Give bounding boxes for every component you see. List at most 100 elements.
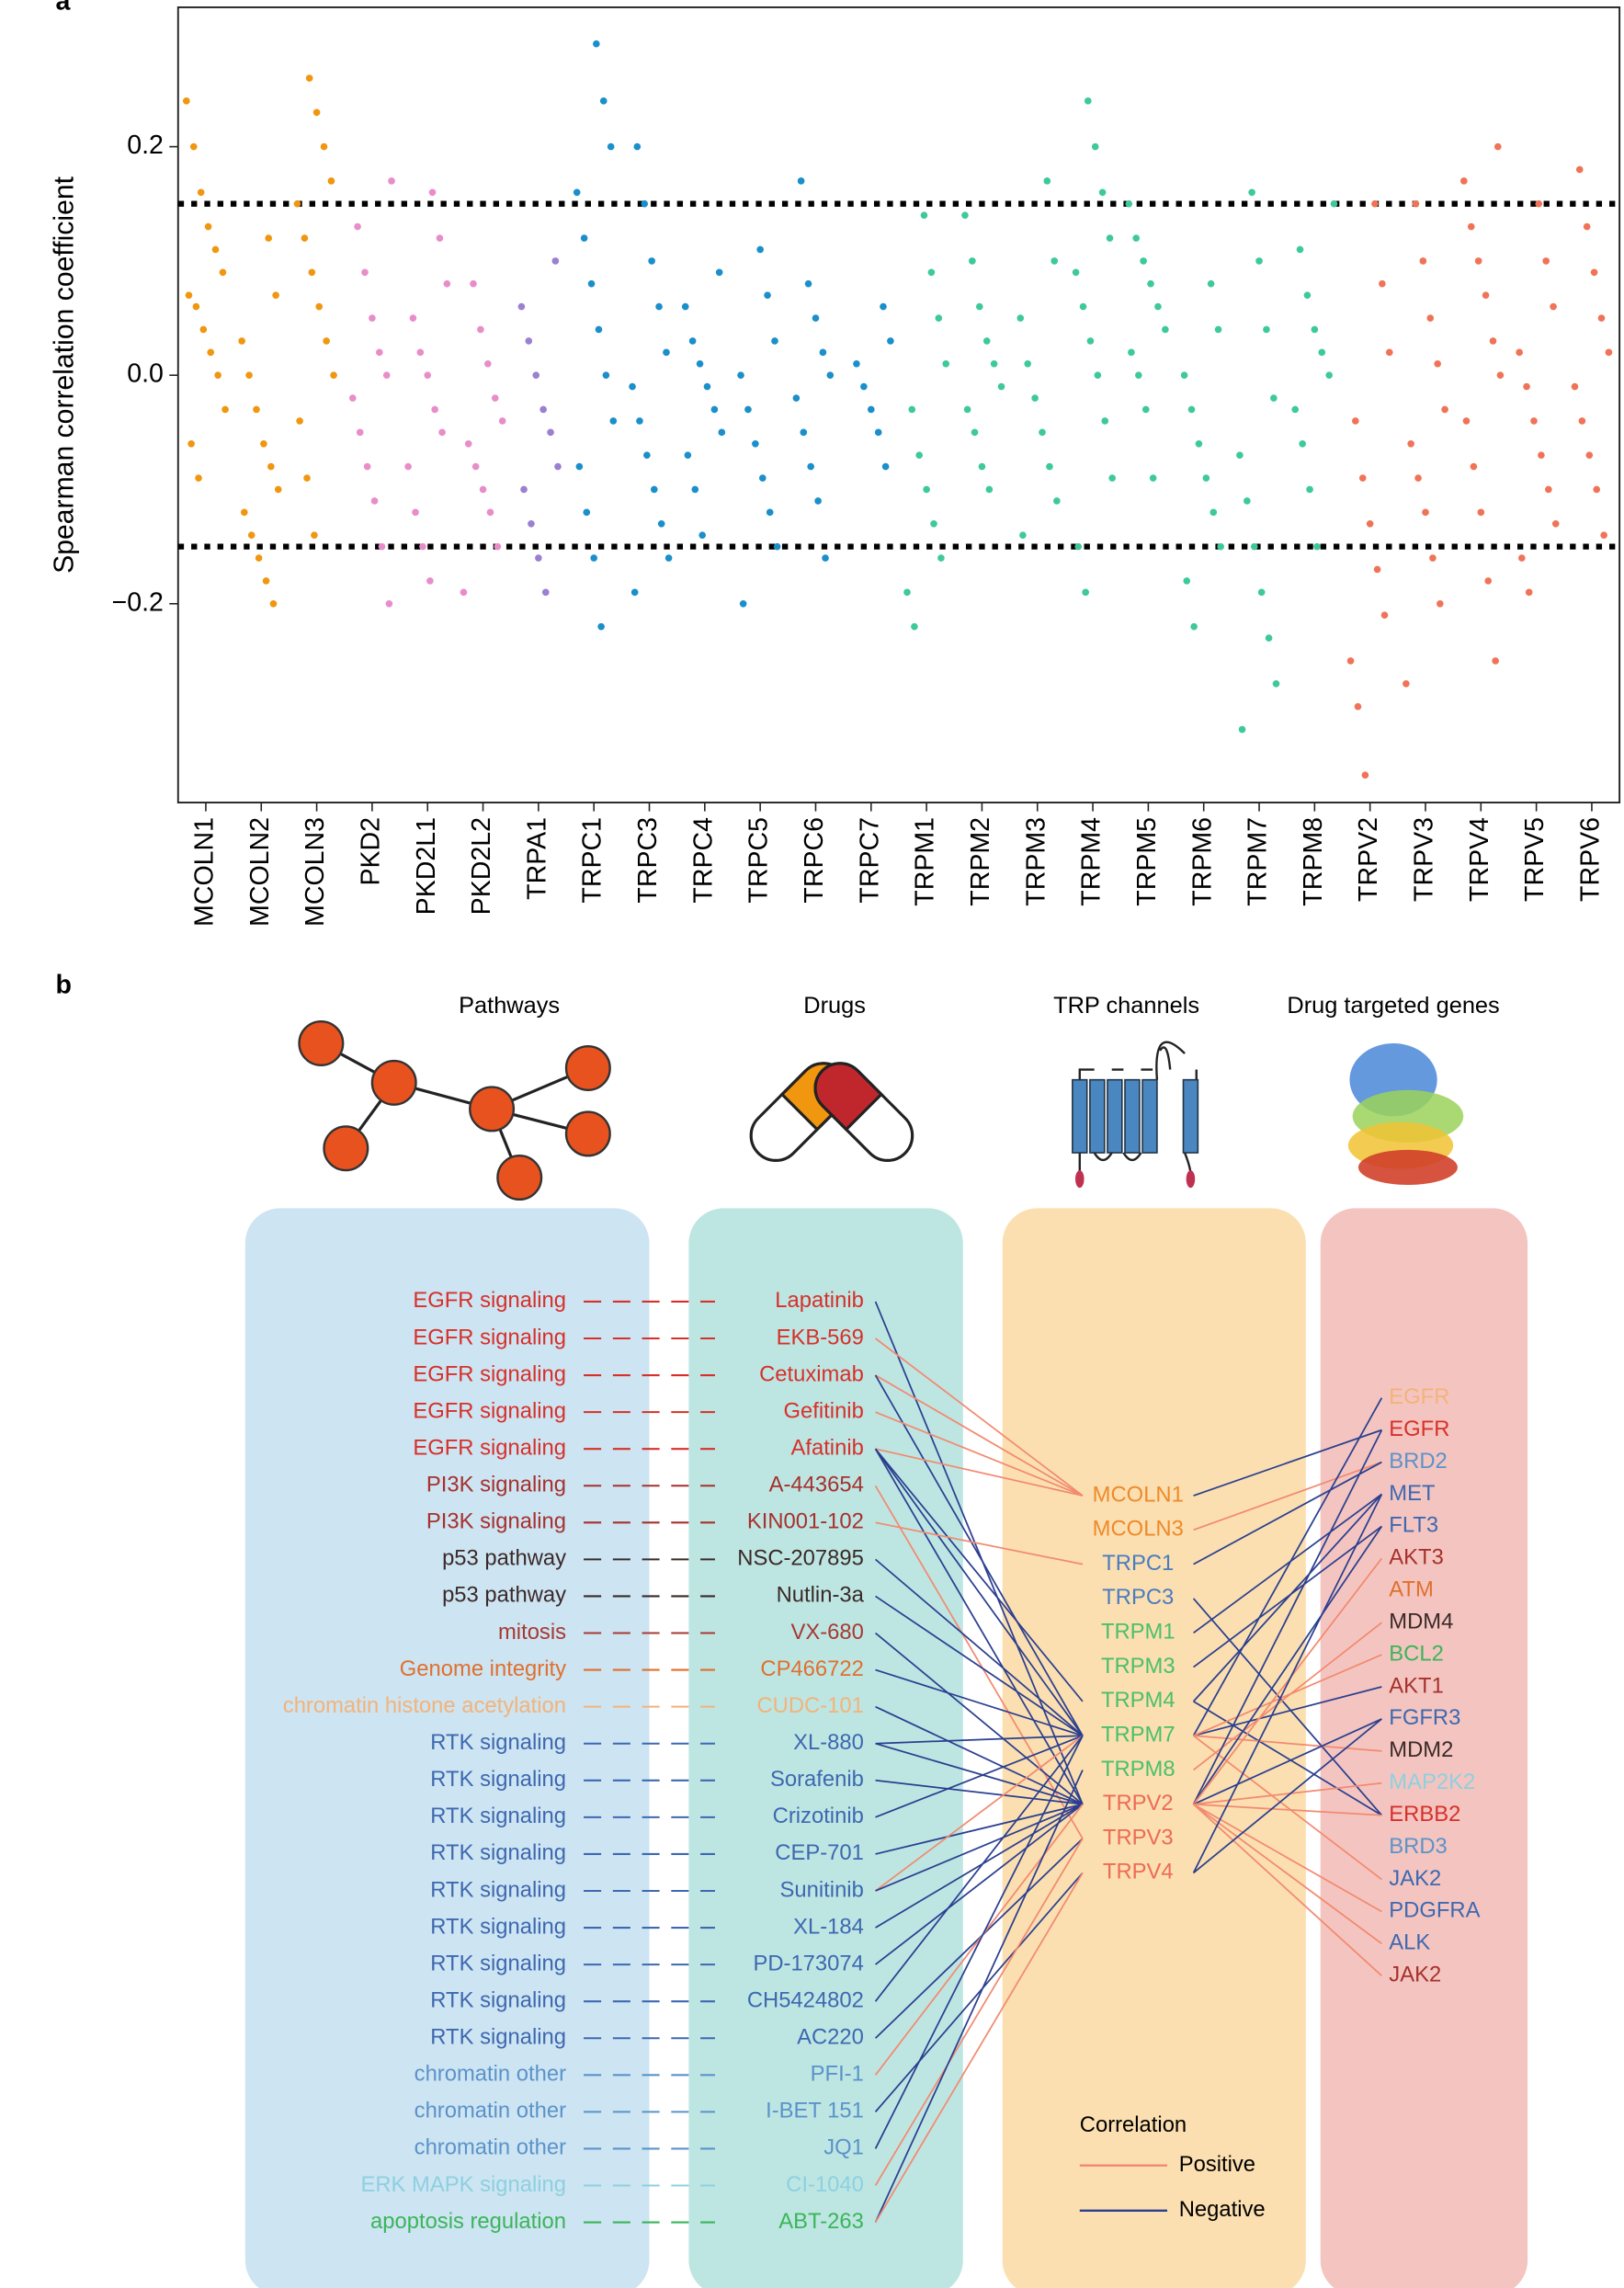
- gene-label: EGFR: [1389, 1384, 1449, 1409]
- drug-channel-edge: [875, 1735, 1084, 1892]
- channel-label: TRPV4: [1103, 1860, 1174, 1884]
- point: [204, 222, 212, 231]
- point: [1538, 451, 1545, 459]
- x-tick-label: TRPV3: [1410, 817, 1439, 902]
- point: [471, 462, 480, 471]
- pathway-label: RTK signaling: [430, 1877, 566, 1902]
- point: [1265, 634, 1273, 642]
- pathways-box: [244, 1208, 650, 2288]
- pathway-label: ERK MAPK signaling: [360, 2172, 566, 2197]
- pathway-label: RTK signaling: [430, 2025, 566, 2050]
- point: [1306, 485, 1313, 494]
- drug-label: Gefitinib: [784, 1398, 864, 1423]
- drug-label: Sunitinib: [780, 1877, 864, 1902]
- point: [1575, 165, 1584, 174]
- y-tick-label: −0.2: [112, 587, 164, 617]
- x-tick-label: TRPV5: [1520, 817, 1550, 902]
- point: [1493, 142, 1502, 151]
- channel-gene-edge: [1193, 1804, 1382, 1976]
- point: [819, 348, 827, 357]
- drug-channel-edge: [875, 1779, 1084, 1805]
- point: [301, 234, 309, 242]
- point: [853, 359, 860, 368]
- point: [1291, 405, 1300, 414]
- channel-label: TRPV3: [1103, 1825, 1174, 1850]
- point: [756, 245, 764, 254]
- legend-label: Negative: [1179, 2197, 1266, 2222]
- point: [575, 462, 584, 471]
- point: [484, 359, 492, 368]
- pathway-label: EGFR signaling: [413, 1288, 566, 1313]
- point: [1207, 279, 1215, 288]
- point: [1053, 497, 1061, 505]
- point: [911, 622, 918, 631]
- drug-channel-edge: [875, 1804, 1084, 1965]
- point: [1303, 291, 1312, 299]
- point: [464, 439, 472, 448]
- point: [985, 485, 994, 494]
- point: [1441, 405, 1448, 414]
- point: [663, 348, 670, 357]
- point: [636, 417, 643, 425]
- drug-channel-edge: [874, 1838, 1084, 2186]
- point: [1311, 325, 1319, 334]
- channel-gene-edge: [1192, 1598, 1383, 1816]
- point: [1545, 485, 1552, 494]
- point: [207, 348, 215, 357]
- point: [1462, 417, 1471, 425]
- point: [532, 371, 540, 379]
- point: [356, 428, 364, 437]
- point: [1101, 417, 1109, 425]
- point: [1474, 257, 1482, 265]
- point: [438, 428, 446, 437]
- point: [641, 199, 649, 208]
- drug-channel-edge: [875, 1803, 1084, 1892]
- x-tick-label: TRPC6: [800, 817, 829, 904]
- point: [718, 428, 726, 437]
- gene-label: ERBB2: [1389, 1802, 1460, 1827]
- point: [195, 474, 202, 482]
- point: [1525, 588, 1533, 597]
- point: [655, 302, 663, 311]
- point: [404, 462, 412, 471]
- channel-gene-edge: [1193, 1803, 1382, 1816]
- drug-channel-edge: [874, 1558, 1084, 1736]
- point: [1132, 234, 1141, 242]
- point: [792, 394, 801, 402]
- point: [1296, 245, 1304, 254]
- point: [1270, 394, 1278, 402]
- point: [590, 554, 597, 562]
- point: [1043, 177, 1051, 185]
- drug-channel-edge: [874, 1448, 1084, 1702]
- point: [990, 359, 998, 368]
- point: [887, 337, 894, 345]
- point: [978, 462, 986, 471]
- column-title: TRP channels: [1053, 993, 1199, 1019]
- point: [630, 588, 639, 597]
- point: [633, 142, 642, 151]
- x-tick-label: TRPM7: [1244, 817, 1273, 906]
- point: [428, 188, 437, 197]
- point: [1244, 497, 1251, 505]
- point: [773, 542, 781, 551]
- point: [599, 97, 608, 105]
- channel-label: TRPM8: [1101, 1757, 1175, 1781]
- point: [930, 519, 937, 528]
- point: [1255, 257, 1263, 265]
- x-tick-label: MCOLN3: [301, 817, 330, 927]
- genes-box: [1320, 1208, 1528, 2288]
- point: [1414, 474, 1422, 482]
- point: [491, 394, 499, 402]
- pathway-label: Genome integrity: [400, 1656, 566, 1681]
- pathway-label: PI3K signaling: [426, 1473, 566, 1497]
- point: [1352, 417, 1359, 425]
- point: [915, 451, 924, 459]
- x-tick-label: TRPM4: [1077, 817, 1107, 906]
- point: [1496, 371, 1505, 379]
- channel-label: TRPM4: [1101, 1688, 1175, 1713]
- point: [214, 371, 221, 379]
- point: [1106, 234, 1114, 242]
- drug-channel-edge: [875, 1521, 1084, 1565]
- point: [1380, 611, 1389, 620]
